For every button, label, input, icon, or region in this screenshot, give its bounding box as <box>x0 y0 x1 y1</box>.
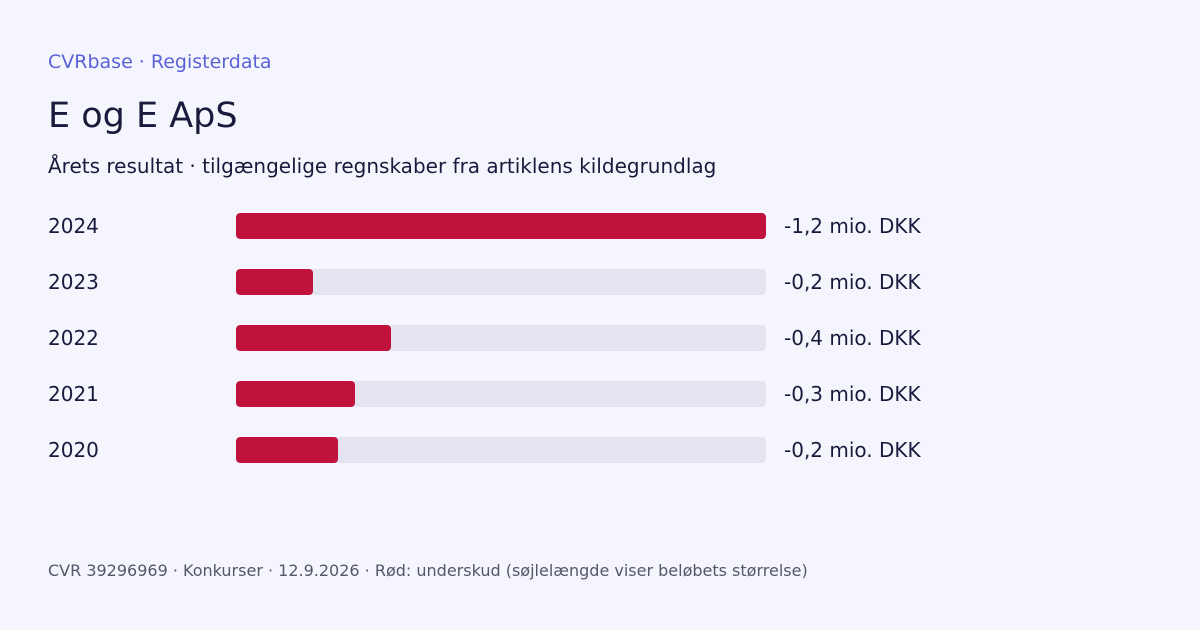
page-title: E og E ApS <box>48 96 238 136</box>
bar-row: 2022 -0,4 mio. DKK <box>0 325 1200 351</box>
bar-category-label: 2024 <box>48 214 99 238</box>
bar-fill <box>236 381 355 407</box>
bar-category-label: 2021 <box>48 382 99 406</box>
bar-row: 2024 -1,2 mio. DKK <box>0 213 1200 239</box>
bar-track <box>236 325 766 351</box>
bar-fill <box>236 437 338 463</box>
bar-category-label: 2023 <box>48 270 99 294</box>
bar-track <box>236 213 766 239</box>
bar-category-label: 2022 <box>48 326 99 350</box>
footer-note: CVR 39296969 · Konkurser · 12.9.2026 · R… <box>48 561 808 580</box>
bar-value-label: -0,4 mio. DKK <box>784 326 921 350</box>
bar-value-label: -0,3 mio. DKK <box>784 382 921 406</box>
bar-track <box>236 437 766 463</box>
bar-row: 2023 -0,2 mio. DKK <box>0 269 1200 295</box>
bar-fill <box>236 213 766 239</box>
bar-fill <box>236 325 391 351</box>
bar-value-label: -1,2 mio. DKK <box>784 214 921 238</box>
bar-value-label: -0,2 mio. DKK <box>784 438 921 462</box>
bar-row: 2021 -0,3 mio. DKK <box>0 381 1200 407</box>
bar-fill <box>236 269 313 295</box>
brand-label: CVRbase · Registerdata <box>48 51 272 73</box>
bar-track <box>236 381 766 407</box>
chart-subtitle: Årets resultat · tilgængelige regnskaber… <box>48 154 717 178</box>
bar-row: 2020 -0,2 mio. DKK <box>0 437 1200 463</box>
bar-category-label: 2020 <box>48 438 99 462</box>
bar-track <box>236 269 766 295</box>
bar-value-label: -0,2 mio. DKK <box>784 270 921 294</box>
